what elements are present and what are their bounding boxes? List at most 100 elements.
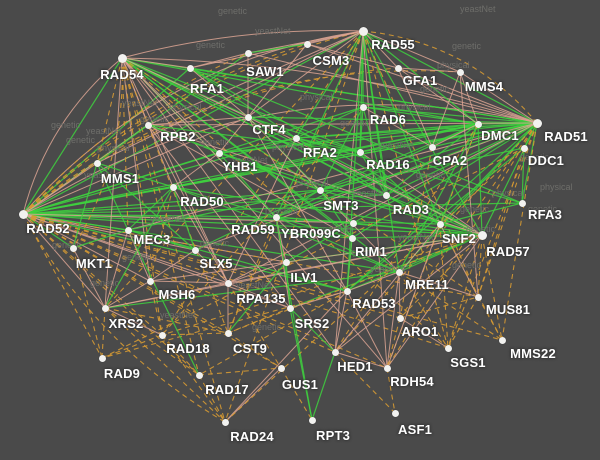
node-mms22[interactable] — [498, 336, 506, 344]
edge-yeastNet[interactable] — [147, 124, 361, 153]
edge-physical[interactable] — [121, 57, 388, 369]
node-saw1[interactable] — [244, 49, 252, 57]
edge-physical[interactable] — [398, 271, 401, 319]
edge-yeastNet[interactable] — [295, 123, 479, 139]
node-srs2[interactable] — [286, 304, 294, 312]
node-rfa3[interactable] — [518, 199, 526, 207]
node-cst9[interactable] — [224, 329, 232, 337]
edge-yeastNet[interactable] — [96, 162, 196, 251]
edge-physical[interactable] — [22, 57, 123, 215]
edge-yeastNet[interactable] — [385, 122, 538, 196]
edge-yeastNet[interactable] — [104, 186, 174, 309]
edge-physical[interactable] — [104, 234, 483, 309]
edge-yeastNet[interactable] — [319, 189, 353, 239]
edge-genetic[interactable] — [477, 234, 483, 298]
node-mkt1[interactable] — [69, 244, 77, 252]
edge-yeastNet[interactable] — [295, 137, 361, 153]
node-smt3[interactable] — [316, 186, 324, 194]
edge-physical[interactable] — [359, 151, 483, 236]
edge-genetic[interactable] — [362, 30, 449, 349]
edge-yeastNet[interactable] — [521, 147, 525, 204]
edge-genetic[interactable] — [121, 57, 129, 231]
node-gfa1[interactable] — [394, 64, 402, 72]
edge-physical[interactable] — [399, 317, 449, 349]
node-rad57[interactable] — [436, 220, 444, 228]
edge-yeastNet[interactable] — [275, 123, 479, 218]
edge-yeastNet[interactable] — [96, 162, 129, 231]
edge-genetic[interactable] — [22, 213, 200, 376]
edge-genetic[interactable] — [477, 122, 538, 298]
edge-genetic[interactable] — [447, 296, 479, 349]
node-ctf4[interactable] — [244, 113, 252, 121]
edge-physical[interactable] — [96, 30, 364, 164]
edge-yeastNet[interactable] — [218, 137, 297, 154]
node-rad59[interactable] — [272, 213, 280, 221]
edge-physical[interactable] — [104, 282, 229, 309]
edge-genetic[interactable] — [149, 280, 163, 336]
edge-yeastNet[interactable] — [22, 213, 348, 292]
edge-physical[interactable] — [227, 261, 287, 284]
edge-genetic[interactable] — [227, 216, 277, 334]
edge-genetic[interactable] — [72, 247, 103, 359]
edge-physical[interactable] — [22, 213, 291, 309]
edge-yeastNet[interactable] — [352, 222, 483, 236]
edge-yeastNet[interactable] — [22, 202, 523, 215]
node-rad51[interactable] — [532, 118, 542, 128]
edge-genetic[interactable] — [227, 307, 291, 334]
edge-physical[interactable] — [147, 124, 353, 239]
edge-physical[interactable] — [147, 30, 364, 126]
edge-physical[interactable] — [227, 122, 538, 284]
edge-yeastNet[interactable] — [104, 271, 400, 309]
node-rad52[interactable] — [18, 209, 28, 219]
edge-physical[interactable] — [362, 30, 399, 69]
edge-genetic[interactable] — [22, 213, 103, 359]
node-ilv1[interactable] — [282, 258, 290, 266]
node-rad53[interactable] — [343, 287, 351, 295]
edge-genetic[interactable] — [22, 213, 163, 336]
edge-genetic[interactable] — [227, 282, 282, 369]
edge-physical[interactable] — [121, 57, 220, 154]
edge-yeastNet[interactable] — [362, 30, 479, 125]
edge-physical[interactable] — [346, 271, 400, 292]
node-rad9[interactable] — [98, 354, 106, 362]
edge-physical[interactable] — [22, 162, 98, 215]
edge-genetic[interactable] — [161, 106, 364, 336]
edge-physical[interactable] — [386, 234, 483, 369]
edge-physical[interactable] — [149, 249, 196, 282]
edge-physical[interactable] — [104, 280, 151, 309]
edge-yeastNet[interactable] — [346, 234, 483, 292]
edge-yeastNet[interactable] — [398, 123, 479, 273]
edge-physical[interactable] — [334, 234, 483, 353]
node-aro1[interactable] — [396, 314, 404, 322]
edge-genetic[interactable] — [22, 43, 308, 215]
edge-physical[interactable] — [194, 122, 538, 251]
edge-genetic[interactable] — [386, 367, 396, 414]
edge-genetic[interactable] — [399, 234, 483, 319]
edge-yeastNet[interactable] — [172, 186, 400, 273]
edge-genetic[interactable] — [362, 30, 479, 298]
edge-genetic[interactable] — [72, 57, 123, 249]
edge-genetic[interactable] — [386, 122, 538, 369]
edge-genetic[interactable] — [149, 186, 174, 282]
edge-genetic[interactable] — [477, 147, 525, 298]
edge-yeastNet[interactable] — [285, 222, 354, 263]
edge-yeastNet[interactable] — [194, 189, 321, 251]
edge-yeastNet[interactable] — [319, 123, 479, 191]
node-rfa2[interactable] — [292, 134, 300, 142]
edge-yeastNet[interactable] — [362, 30, 441, 225]
edge-yeastNet[interactable] — [275, 216, 400, 273]
edge-genetic[interactable] — [447, 122, 538, 349]
edge-yeastNet[interactable] — [121, 57, 387, 196]
node-dmc1[interactable] — [474, 120, 482, 128]
edge-yeastNet[interactable] — [439, 202, 523, 225]
edge-yeastNet[interactable] — [121, 57, 483, 236]
edge-physical[interactable] — [189, 52, 249, 69]
edge-physical[interactable] — [104, 307, 163, 336]
edge-physical[interactable] — [104, 57, 123, 309]
edge-genetic[interactable] — [399, 296, 479, 319]
edge-yeastNet[interactable] — [295, 106, 364, 139]
node-rad18[interactable] — [158, 331, 166, 339]
edge-yeastNet[interactable] — [72, 229, 129, 249]
edge-physical[interactable] — [397, 67, 433, 148]
edge-genetic[interactable] — [121, 57, 163, 336]
